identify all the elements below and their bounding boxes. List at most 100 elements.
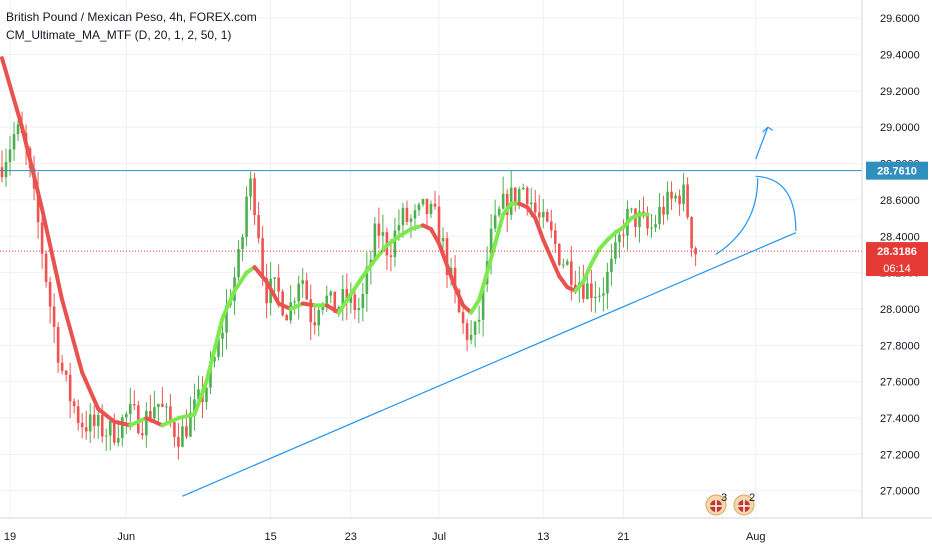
candle-body <box>670 191 673 199</box>
candle-body <box>173 422 176 438</box>
candle-body <box>658 207 661 225</box>
candle-body <box>622 234 625 236</box>
candle-body <box>245 196 248 237</box>
candle-body <box>549 221 553 231</box>
arrow-head-icon <box>762 126 774 133</box>
candle-body <box>650 227 653 229</box>
candle-body <box>602 293 605 296</box>
ma-segment <box>396 227 413 239</box>
candle-body <box>96 415 100 426</box>
candle-body <box>193 399 196 413</box>
ma-segment <box>112 419 133 428</box>
countdown-text: 06:14 <box>883 263 911 275</box>
candle-body <box>694 248 697 255</box>
candle-body <box>197 389 200 400</box>
candle-body <box>365 267 369 294</box>
candle-body <box>493 215 497 229</box>
candle-body <box>48 282 52 307</box>
candle-body <box>12 134 16 150</box>
candlestick-series <box>0 111 697 460</box>
candle-body <box>357 307 361 310</box>
time-tick-label: Jul <box>432 531 446 543</box>
candle-body <box>521 187 525 190</box>
candle-body <box>598 295 601 297</box>
candle-body <box>477 319 481 322</box>
candle-body <box>104 435 108 437</box>
ma-segment <box>549 256 562 279</box>
candle-body <box>505 193 509 215</box>
candle-body <box>421 198 425 205</box>
candle-body <box>674 195 677 199</box>
event-badge-1[interactable]: 3 <box>705 492 727 516</box>
candle-body <box>181 426 184 447</box>
candle-body <box>614 242 617 259</box>
candle-body <box>177 437 180 447</box>
time-axis[interactable] <box>0 519 862 550</box>
candle-body <box>433 203 437 207</box>
candle-body <box>373 223 377 260</box>
candle-body <box>545 211 549 222</box>
candle-body <box>76 406 80 423</box>
grid-lines <box>0 0 862 518</box>
candle-body <box>517 189 521 204</box>
ma-segment <box>40 207 65 302</box>
candle-body <box>112 420 116 443</box>
candle-body <box>345 289 349 303</box>
time-tick-label: 21 <box>617 531 629 543</box>
candle-body <box>441 238 445 242</box>
projection-arc <box>755 175 797 231</box>
candle-body <box>0 167 4 178</box>
candle-body <box>265 278 268 304</box>
candle-body <box>189 412 192 437</box>
candle-body <box>509 187 513 215</box>
ma-segment <box>20 125 45 212</box>
ma-segment <box>220 288 237 321</box>
candle-body <box>237 249 240 278</box>
candle-body <box>116 438 120 443</box>
ma-segment <box>597 237 610 252</box>
price-tick-label: 28.4000 <box>880 231 920 243</box>
candle-body <box>169 406 172 423</box>
candle-body <box>529 202 533 205</box>
candle-body <box>209 361 212 388</box>
candle-body <box>56 327 60 363</box>
candle-body <box>574 284 577 289</box>
ma-segment <box>276 301 293 311</box>
candle-body <box>80 422 84 428</box>
candle-body <box>590 283 593 299</box>
ma-segment <box>232 270 249 293</box>
price-tick-label: 29.4000 <box>880 50 920 62</box>
candle-body <box>249 178 252 197</box>
ma-segment <box>144 416 165 428</box>
candle-body <box>60 362 64 371</box>
candle-body <box>690 217 693 249</box>
candle-body <box>349 294 353 303</box>
ma-segment <box>348 274 365 297</box>
time-tick-label: 23 <box>345 531 357 543</box>
candle-body <box>453 267 457 291</box>
ma-segment <box>60 297 85 375</box>
candle-body <box>533 202 537 213</box>
candle-body <box>137 405 140 434</box>
time-tick-label: 19 <box>4 531 16 543</box>
candle-body <box>68 374 72 402</box>
event-badge-2[interactable]: 2 <box>733 492 755 516</box>
ma-segment <box>408 223 425 232</box>
candle-body <box>72 401 76 407</box>
candle-body <box>124 413 128 418</box>
candle-body <box>586 283 589 299</box>
ma-segment <box>288 301 305 311</box>
candle-body <box>377 223 381 236</box>
candle-body <box>161 403 164 407</box>
candle-body <box>437 206 441 242</box>
price-tick-label: 27.6000 <box>880 377 920 389</box>
candle-body <box>381 232 385 236</box>
price-tick-label: 27.2000 <box>880 449 920 461</box>
indicator-label[interactable]: CM_Ultimate_MA_MTF (D, 20, 1, 2, 50, 1) <box>6 28 231 42</box>
candle-body <box>409 218 413 222</box>
price-tick-label: 27.0000 <box>880 486 920 498</box>
candle-body <box>145 411 148 436</box>
candle-body <box>341 289 345 307</box>
candle-body <box>4 161 8 178</box>
